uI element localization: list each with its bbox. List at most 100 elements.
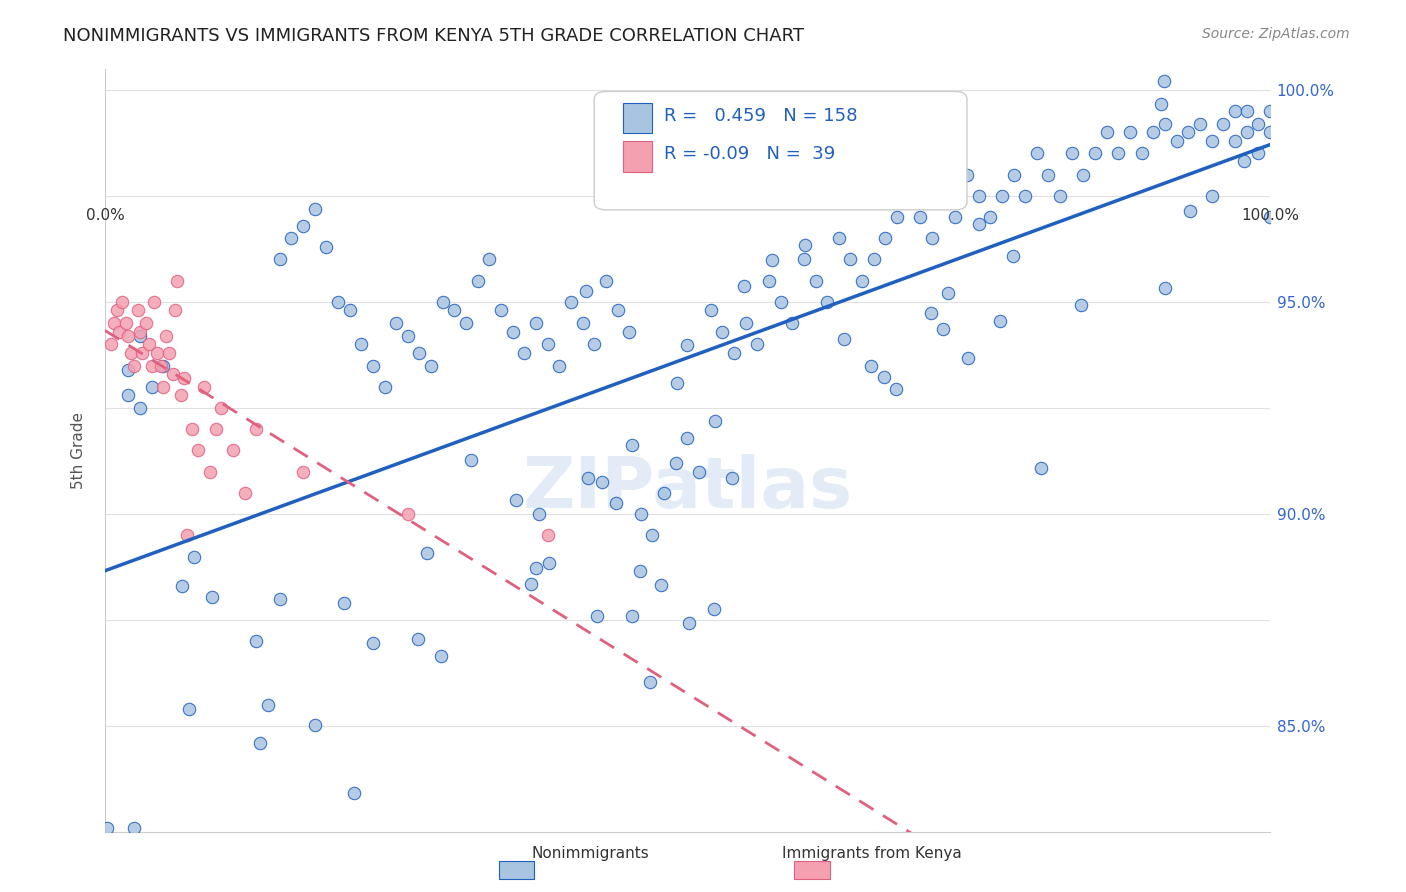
Point (406, 632, 429, 646)
Point (527, 508, 550, 522)
Point (187, 443, 209, 458)
Point (117, 363, 139, 377)
Point (513, 346, 536, 360)
Point (536, 528, 558, 542)
Point (122, 359, 145, 373)
Point (1084, 146, 1107, 161)
Point (747, 337, 769, 351)
Point (832, 332, 855, 346)
Point (342, 786, 364, 800)
Bar (623, 141, 652, 171)
Point (957, 351, 980, 365)
Point (122, 821, 145, 835)
Point (1223, 103, 1246, 118)
Point (1177, 125, 1199, 139)
Point (478, 252, 501, 267)
Point (502, 325, 524, 339)
Point (548, 359, 571, 373)
Point (991, 189, 1014, 203)
Point (204, 422, 226, 436)
Point (605, 496, 627, 510)
Point (408, 346, 430, 360)
Point (804, 274, 827, 288)
Point (141, 359, 163, 373)
Point (875, 231, 897, 245)
Point (524, 316, 547, 330)
Point (181, 422, 204, 436)
Point (141, 380, 163, 394)
Point (198, 465, 221, 479)
Point (967, 217, 990, 231)
Point (1031, 460, 1053, 475)
Point (100, 337, 122, 351)
Point (828, 231, 851, 245)
Point (761, 253, 783, 268)
Point (211, 401, 233, 415)
Point (873, 370, 896, 384)
Point (1247, 146, 1270, 161)
Point (621, 438, 644, 452)
Point (152, 359, 174, 373)
Point (520, 576, 543, 591)
Point (1130, 146, 1153, 161)
Point (703, 413, 725, 427)
Point (1236, 103, 1258, 118)
Point (292, 465, 315, 479)
Point (201, 590, 224, 604)
Point (176, 528, 198, 542)
Point (339, 303, 361, 318)
Point (120, 346, 142, 360)
Point (155, 329, 177, 343)
Point (222, 443, 245, 458)
Point (733, 279, 755, 293)
Point (157, 346, 180, 360)
Point (429, 649, 451, 664)
Point (1236, 125, 1258, 139)
Point (859, 359, 882, 373)
Point (170, 579, 193, 593)
Point (115, 316, 138, 330)
Point (315, 240, 337, 254)
Point (1258, 210, 1281, 224)
Point (166, 274, 188, 288)
Point (575, 284, 598, 298)
Point (793, 237, 815, 252)
Point (676, 338, 699, 352)
Point (1038, 168, 1060, 182)
Point (956, 168, 979, 182)
Point (1258, 125, 1281, 139)
Text: ZIPatlas: ZIPatlas (523, 454, 852, 523)
Point (138, 337, 160, 351)
Point (665, 376, 688, 390)
Point (152, 380, 174, 394)
Point (385, 316, 408, 330)
Point (943, 210, 966, 224)
Point (524, 560, 547, 574)
Point (620, 608, 643, 623)
Point (177, 702, 200, 716)
Point (432, 294, 454, 309)
Point (1247, 117, 1270, 131)
Point (988, 314, 1011, 328)
Point (460, 453, 482, 467)
Point (815, 294, 838, 309)
Point (1150, 96, 1173, 111)
Point (280, 231, 302, 245)
Point (183, 549, 205, 564)
Text: NONIMMIGRANTS VS IMMIGRANTS FROM KENYA 5TH GRADE CORRELATION CHART: NONIMMIGRANTS VS IMMIGRANTS FROM KENYA 5… (63, 27, 804, 45)
Text: R =   0.459   N = 158: R = 0.459 N = 158 (664, 107, 858, 125)
Point (1049, 189, 1071, 203)
Point (1223, 134, 1246, 148)
Point (897, 189, 920, 203)
Point (769, 294, 792, 309)
Point (586, 609, 609, 624)
Point (536, 337, 558, 351)
Point (361, 636, 384, 650)
Point (723, 346, 745, 360)
Point (678, 616, 700, 631)
Point (688, 465, 710, 479)
Point (245, 422, 267, 436)
Point (650, 578, 672, 592)
Point (117, 329, 139, 343)
Point (936, 286, 959, 301)
